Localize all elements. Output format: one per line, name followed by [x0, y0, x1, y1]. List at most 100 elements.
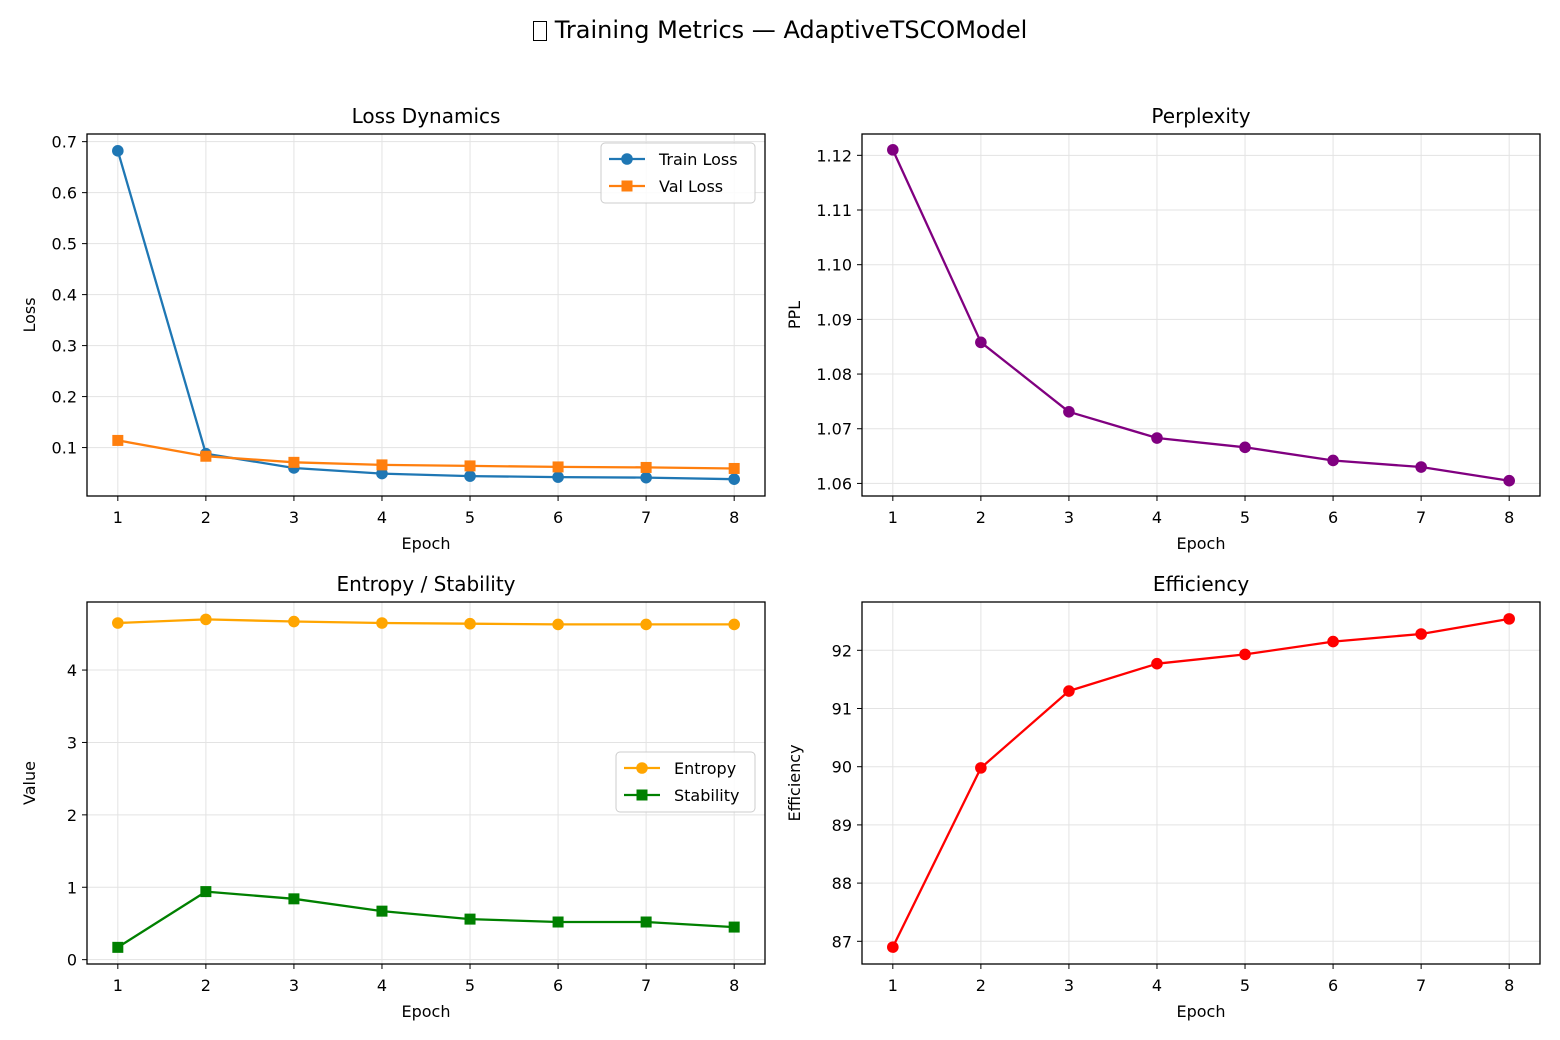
ppl-point	[1151, 432, 1163, 444]
val-loss-point	[200, 450, 212, 462]
efficiency-point	[887, 941, 899, 953]
missing-glyph-icon	[532, 21, 547, 41]
y-tick-label: 0.1	[52, 439, 77, 458]
ppl-point	[1503, 474, 1515, 487]
y-tick-label: 4	[67, 661, 77, 680]
x-tick-label: 5	[465, 976, 475, 995]
axes-frame	[861, 133, 1541, 497]
entropy-point	[552, 618, 564, 631]
legend-train-loss-marker	[621, 153, 633, 165]
x-tick-label: 3	[289, 508, 299, 527]
perplexity-title: Perplexity	[1151, 104, 1250, 128]
efficiency-line	[891, 617, 1510, 948]
ppl-point	[1415, 461, 1427, 473]
figure-title: Training Metrics — AdaptiveTSCOModel	[0, 16, 1560, 44]
x-tick-label: 1	[113, 976, 123, 995]
entropy-line	[117, 618, 735, 626]
legend-val-loss-label: Val Loss	[659, 177, 723, 196]
stability-point	[552, 916, 564, 928]
x-tick-label: 7	[1416, 508, 1426, 527]
x-axis-label: Epoch	[402, 534, 451, 553]
x-tick-label: 2	[201, 508, 211, 527]
entropy-point	[376, 617, 388, 629]
x-tick-label: 1	[113, 508, 123, 527]
x-tick-label: 4	[1152, 976, 1162, 995]
stability-point	[376, 905, 388, 917]
y-tick-label: 1	[67, 878, 77, 897]
y-axis-label: Loss	[20, 297, 39, 332]
efficiency-point	[1151, 657, 1163, 670]
ppl-point	[1327, 454, 1339, 467]
y-tick-label: 1.08	[816, 365, 852, 384]
loss-dynamics-chart: 1 2 3 4 5 6 7 8 0.1 0.2 0.3 0.4 0.5 0.6 0.7 Loss Dynami…	[20, 104, 766, 553]
x-tick-label: 8	[729, 508, 739, 527]
x-tick-label: 1	[888, 508, 898, 527]
y-tick-label: 1.06	[816, 474, 852, 493]
efficiency-title: Efficiency	[1153, 572, 1250, 596]
val-loss-point	[464, 460, 476, 472]
figure-title-text: Training Metrics — AdaptiveTSCOModel	[554, 16, 1028, 44]
legend-stability-marker	[636, 789, 648, 801]
x-tick-label: 2	[976, 508, 986, 527]
y-tick-label: 0.6	[52, 184, 77, 203]
train-loss-point	[464, 470, 476, 482]
x-tick-label: 3	[1064, 976, 1074, 995]
axes-frame	[861, 601, 1541, 965]
train-loss-point	[376, 467, 388, 480]
x-tick-label: 7	[641, 508, 651, 527]
y-tick-label: 92	[832, 641, 852, 660]
y-tick-label: 0.7	[52, 133, 77, 152]
x-tick-label: 6	[1328, 976, 1338, 995]
efficiency-point	[1239, 648, 1251, 661]
y-tick-label: 1.10	[816, 256, 852, 275]
train-loss-point	[640, 471, 652, 484]
y-tick-label: 0.2	[52, 388, 77, 407]
x-tick-label: 8	[1504, 508, 1514, 527]
y-tick-label: 1.07	[816, 420, 852, 439]
x-tick-label: 4	[1152, 508, 1162, 527]
perplexity-chart: 1 2 3 4 5 6 7 8 1.06 1.07 1.08 1.09 1.10 1.11 1.12 Perp…	[785, 104, 1541, 553]
stability-point	[640, 916, 652, 928]
y-tick-label: 0.3	[52, 337, 77, 356]
stability-point	[200, 886, 212, 898]
efficiency-point	[975, 762, 987, 774]
y-axis-label: Value	[20, 761, 39, 805]
x-tick-label: 2	[201, 976, 211, 995]
entropy-stability-chart: 1 2 3 4 5 6 7 8 0 1 2 3 4 Entropy / Stability Epoch Val…	[20, 572, 766, 1021]
x-tick-label: 7	[641, 976, 651, 995]
entropy-point	[640, 618, 652, 631]
stability-point	[112, 941, 124, 953]
legend-stability-label: Stability	[674, 786, 739, 805]
y-tick-label: 0	[67, 951, 77, 970]
entropy-point	[464, 617, 476, 630]
ppl-point	[1063, 405, 1075, 418]
x-axis-label: Epoch	[1177, 534, 1226, 553]
ppl-line	[891, 149, 1510, 482]
x-tick-label: 8	[1504, 976, 1514, 995]
y-tick-label: 2	[67, 806, 77, 825]
legend-entropy-label: Entropy	[674, 759, 736, 778]
entropy-point	[112, 617, 124, 629]
x-tick-label: 8	[729, 976, 739, 995]
x-tick-label: 3	[1064, 508, 1074, 527]
stability-point	[288, 893, 300, 905]
x-tick-label: 4	[377, 508, 387, 527]
ppl-point	[887, 144, 899, 156]
y-tick-label: 0.5	[52, 235, 77, 254]
legend: Train Loss Val Loss	[600, 142, 756, 204]
entropy-point	[728, 618, 740, 631]
train-loss-point	[552, 471, 564, 483]
x-tick-label: 7	[1416, 976, 1426, 995]
efficiency-point	[1063, 685, 1075, 697]
x-axis-label: Epoch	[1177, 1002, 1226, 1021]
y-tick-label: 0.4	[52, 286, 77, 305]
entropy-stability-title: Entropy / Stability	[337, 572, 516, 596]
efficiency-point	[1415, 628, 1427, 640]
x-tick-label: 1	[888, 976, 898, 995]
train-loss-point	[112, 145, 124, 157]
val-loss-point	[640, 461, 652, 473]
stability-point	[464, 913, 476, 925]
x-tick-label: 4	[377, 976, 387, 995]
efficiency-point	[1327, 635, 1339, 648]
